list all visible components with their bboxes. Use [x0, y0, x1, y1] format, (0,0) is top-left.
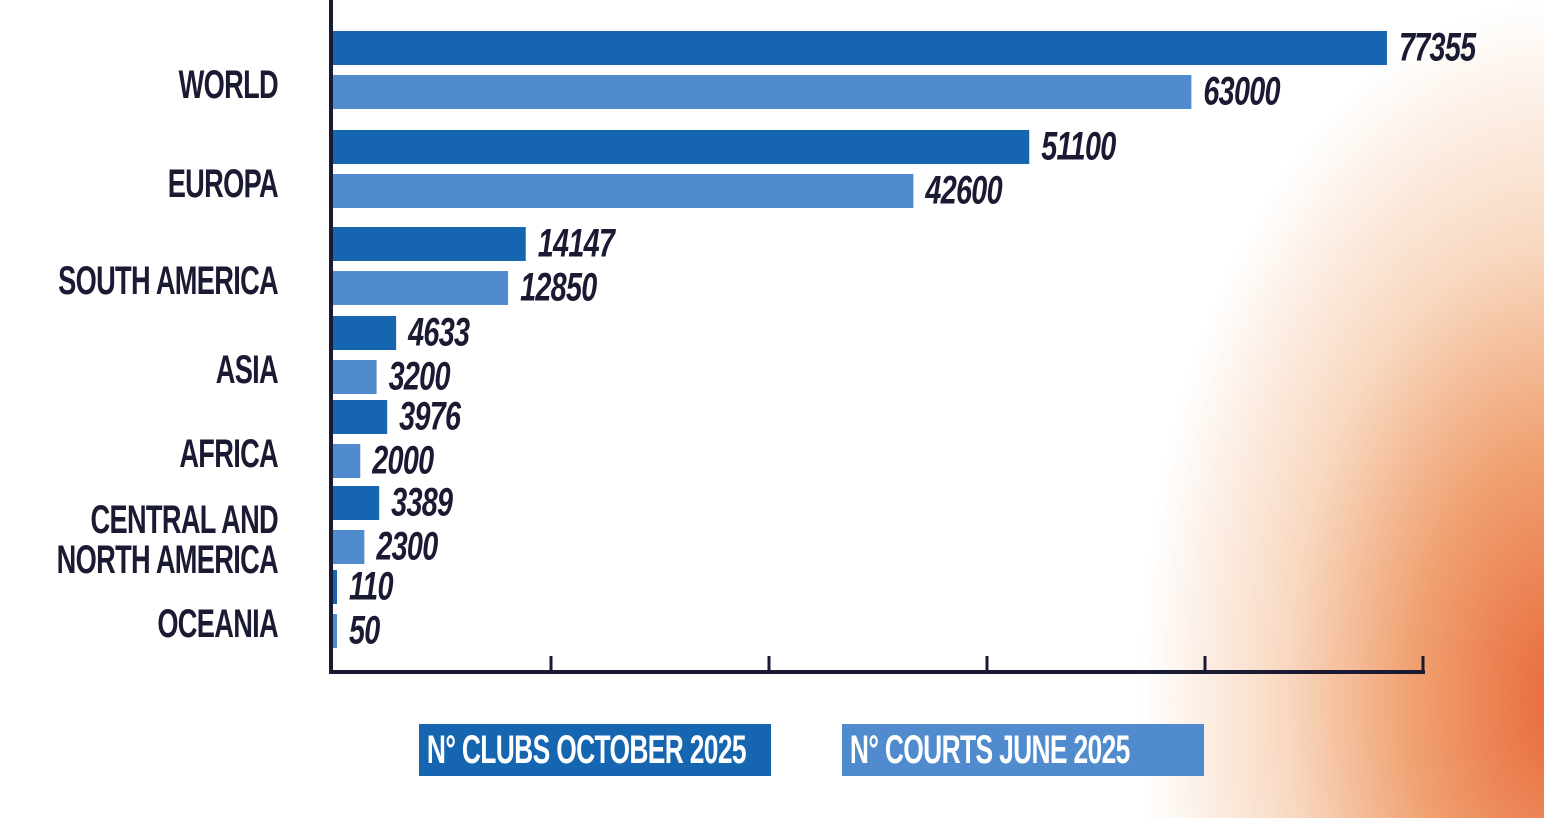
- value-label: 2300: [376, 524, 439, 569]
- legend-label: N° COURTS JUNE 2025: [849, 728, 1130, 772]
- value-label: 12850: [520, 265, 598, 310]
- value-label: 2000: [371, 438, 434, 483]
- value-label: 3976: [399, 394, 461, 439]
- bar: [333, 444, 361, 478]
- category-label: OCEANIA: [157, 602, 278, 646]
- bar: [333, 360, 377, 394]
- bar: [333, 530, 365, 564]
- category-label: AFRICA: [179, 432, 278, 476]
- bar: [333, 227, 526, 261]
- category-label: SOUTH AMERICA: [58, 259, 279, 303]
- bar: [333, 174, 914, 208]
- value-label: 42600: [925, 168, 1004, 213]
- category-label: CENTRAL AND NORTH AMERICA: [56, 498, 279, 582]
- category-label: ASIA: [215, 348, 279, 392]
- bar: [333, 614, 337, 648]
- bar: [333, 486, 380, 520]
- legend-label: N° CLUBS OCTOBER 2025: [426, 728, 747, 772]
- value-label: 4633: [407, 310, 469, 355]
- value-label: 3200: [389, 354, 451, 399]
- value-label: 110: [349, 564, 394, 609]
- bar: [333, 400, 388, 434]
- value-label: 3389: [391, 480, 453, 525]
- bar: [333, 75, 1192, 109]
- value-label: 14147: [538, 221, 617, 266]
- legend-item: N° COURTS JUNE 2025: [842, 724, 1204, 776]
- bar: [333, 316, 397, 350]
- value-label: 63000: [1203, 69, 1281, 114]
- bar: [333, 31, 1387, 65]
- bar: [333, 130, 1030, 164]
- legend-item: N° CLUBS OCTOBER 2025: [419, 724, 771, 776]
- category-label: EUROPA: [167, 162, 279, 206]
- value-label: 77355: [1399, 25, 1477, 70]
- category-label: WORLD: [178, 63, 279, 107]
- bar: [333, 271, 509, 305]
- value-label: 51100: [1041, 124, 1117, 169]
- value-label: 50: [349, 608, 381, 653]
- bar: [333, 570, 337, 604]
